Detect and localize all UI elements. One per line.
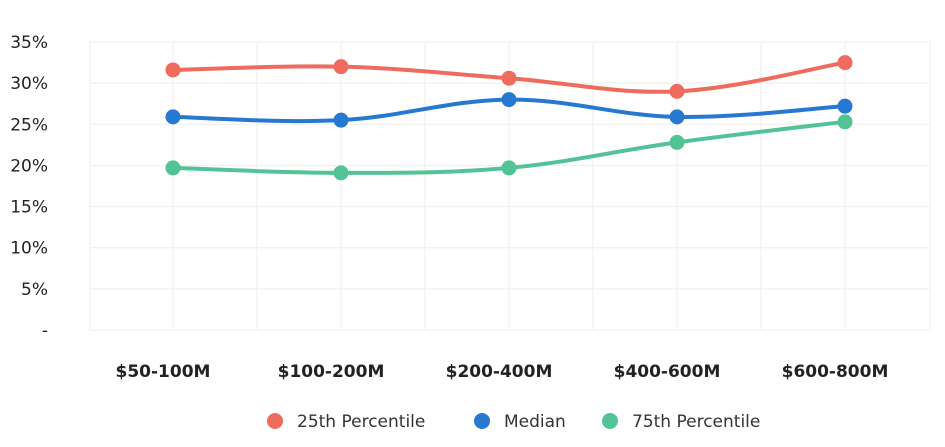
x-tick-label: $200-400M [446,362,553,382]
data-point-75th-percentile [501,160,517,176]
data-point-25th-percentile [669,83,685,99]
y-tick-label: 5% [21,280,48,300]
data-point-25th-percentile [837,55,853,71]
legend-label-75th-percentile: 75th Percentile [632,412,760,432]
data-point-75th-percentile [837,114,853,130]
series-lines [165,55,853,181]
data-point-75th-percentile [165,160,181,176]
x-tick-label: $600-800M [782,362,889,382]
data-point-25th-percentile [165,62,181,78]
y-tick-label: 30% [10,74,48,94]
x-tick-label: $100-200M [278,362,385,382]
legend-marker-75th-percentile [602,413,618,429]
data-point-25th-percentile [501,70,517,86]
x-tick-label: $400-600M [614,362,721,382]
data-point-75th-percentile [669,134,685,150]
data-point-median [837,98,853,114]
y-tick-label: 15% [10,198,48,218]
data-point-75th-percentile [333,165,349,181]
y-tick-label: 25% [10,115,48,135]
y-tick-label: 10% [10,239,48,259]
data-point-median [501,92,517,108]
legend-label-median: Median [504,412,566,432]
y-tick-label: 20% [10,156,48,176]
data-point-median [669,109,685,125]
x-axis-ticks: $50-100M $100-200M $200-400M $400-600M $600-… [116,362,889,382]
data-point-median [165,109,181,125]
y-tick-label: - [42,321,48,341]
y-axis-ticks: - 5% 10% 15% 20% 25% 30% 35% [10,33,48,341]
legend-marker-25th-percentile [267,413,283,429]
x-tick-label: $50-100M [116,362,211,382]
legend-marker-median [474,413,490,429]
data-point-25th-percentile [333,59,349,75]
data-point-median [333,112,349,128]
y-tick-label: 35% [10,33,48,53]
legend-label-25th-percentile: 25th Percentile [297,412,425,432]
legend: 25th Percentile Median 75th Percentile [267,412,760,432]
